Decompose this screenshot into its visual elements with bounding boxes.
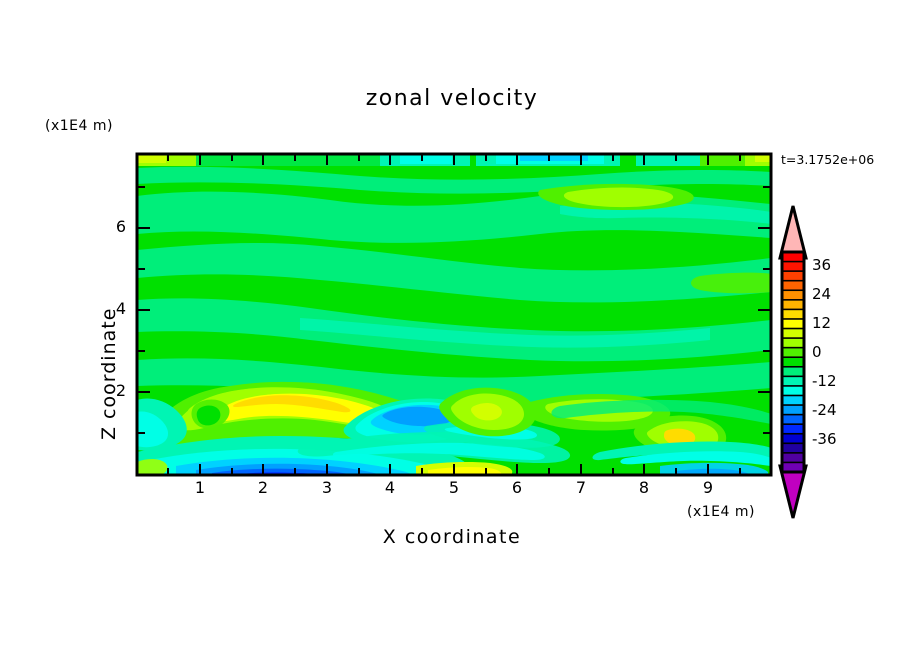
colorbar-band xyxy=(781,318,805,330)
colorbar-band xyxy=(781,356,805,369)
colorbar-tick-label: 0 xyxy=(812,343,822,361)
x-tick-label: 1 xyxy=(194,478,206,497)
colorbar-band xyxy=(781,299,805,311)
x-axis-title: X coordinate xyxy=(382,526,522,548)
colorbar-band xyxy=(781,337,805,350)
colorbar-band xyxy=(781,279,805,292)
x-tick-label: 6 xyxy=(511,478,523,497)
colorbar-over-arrow xyxy=(778,205,808,260)
x-tick-label: 3 xyxy=(321,478,333,497)
colorbar-band xyxy=(781,452,805,464)
colorbar-tick-label: -12 xyxy=(812,372,837,390)
x-tick-label: 2 xyxy=(257,478,269,497)
colorbar-band xyxy=(781,423,805,436)
y-axis-unit-label: (x1E4 m) xyxy=(45,118,113,134)
chart-title: zonal velocity xyxy=(365,86,539,111)
colorbar-band xyxy=(781,432,805,445)
colorbar-band xyxy=(781,394,805,407)
colorbar-band xyxy=(781,385,805,397)
colorbar-band xyxy=(781,442,805,455)
x-tick-label: 4 xyxy=(384,478,396,497)
y-tick-label: 6 xyxy=(115,217,126,236)
colorbar-band xyxy=(781,251,805,263)
colorbar-under-arrow xyxy=(778,464,808,519)
timestamp-annotation: t=3.1752e+06 xyxy=(781,152,875,167)
colorbar-band xyxy=(781,289,805,302)
x-tick-label: 5 xyxy=(448,478,460,497)
colorbar-tick-label: 12 xyxy=(812,314,832,332)
colorbar-band xyxy=(781,413,805,426)
x-tick-label: 9 xyxy=(702,478,714,497)
y-tick-label: 2 xyxy=(115,381,126,400)
x-axis-unit-label: (x1E4 m) xyxy=(687,504,755,520)
colorbar-band xyxy=(781,346,805,359)
colorbar-tick-label: 36 xyxy=(812,256,832,274)
colorbar-band xyxy=(781,327,805,340)
colorbar-bands xyxy=(781,251,805,474)
colorbar-tick-label: 24 xyxy=(812,285,832,303)
colorbar-band xyxy=(781,308,805,321)
contour-field xyxy=(137,154,771,475)
colorbar-band xyxy=(781,365,805,378)
colorbar-band xyxy=(781,404,805,417)
axis-ticks xyxy=(137,154,771,475)
colorbar-band xyxy=(781,270,805,283)
x-tick-label: 8 xyxy=(638,478,650,497)
colorbar-band xyxy=(781,260,805,273)
colorbar-outline xyxy=(780,250,806,474)
colorbar-tick-label: -36 xyxy=(812,430,837,448)
x-tick-label: 7 xyxy=(575,478,587,497)
colorbar-tick-label: -24 xyxy=(812,401,837,419)
y-tick-label: 4 xyxy=(115,299,126,318)
colorbar-band xyxy=(781,375,805,388)
colorbar[interactable] xyxy=(778,205,808,519)
